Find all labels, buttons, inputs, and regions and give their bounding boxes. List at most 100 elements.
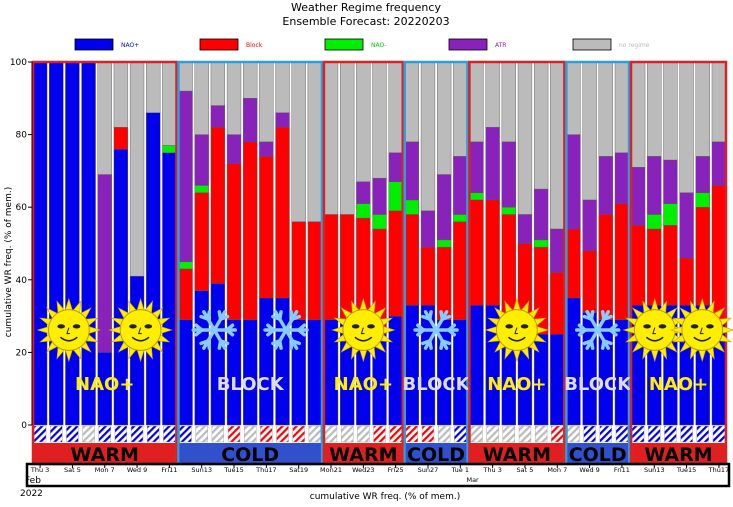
bar-segment [469, 192, 484, 201]
sun-icon [331, 297, 396, 363]
bar-segment [113, 127, 129, 150]
regime-marker [357, 425, 370, 443]
bar-segment [291, 221, 306, 320]
bar-segment [453, 156, 468, 215]
regime-marker [195, 425, 208, 443]
regime-marker [373, 425, 386, 443]
bar-segment [146, 61, 161, 114]
y-tick-label: 60 [16, 203, 28, 213]
x-tick-label: Mon 7 [95, 466, 115, 474]
legend-swatch [448, 38, 488, 51]
bar-segment [566, 61, 581, 135]
bar-segment [49, 61, 64, 426]
legend-swatch [572, 38, 612, 51]
x-month-label: Mar [466, 476, 479, 484]
bar-segment [533, 239, 549, 248]
legend-label: ATR [495, 42, 506, 49]
bar-segment [146, 112, 161, 426]
y-tick-label: 80 [16, 131, 28, 141]
bar-segment [711, 185, 727, 320]
regime-overlay-label: BLOCK [217, 374, 285, 395]
bar-segment [695, 192, 710, 208]
bar-segment [420, 210, 436, 248]
bar-segment [501, 206, 516, 215]
x-tick-label: Fri11 [161, 466, 177, 474]
bar-segment [210, 283, 226, 426]
y-tick-label: 0 [21, 421, 27, 431]
bar-segment [388, 315, 403, 426]
regime-period-label: WARM [71, 444, 139, 466]
regime-period-label: COLD [221, 444, 279, 466]
regime-marker [33, 425, 47, 443]
regime-marker [98, 425, 111, 443]
bar-segment [275, 61, 290, 114]
bar-segment [598, 61, 613, 157]
x-tick-label: Fri11 [614, 466, 630, 474]
regime-band [405, 443, 467, 463]
snowflake-icon [413, 310, 459, 350]
y-tick-label: 40 [16, 276, 28, 286]
bar-segment [275, 112, 290, 128]
bar-segment [469, 199, 484, 306]
bar-segment [32, 61, 48, 426]
bar-segment [162, 145, 177, 153]
legend-swatch [199, 38, 239, 51]
bar-segment [485, 127, 500, 201]
bar-segment [404, 305, 419, 426]
regime-marker [389, 425, 402, 443]
regime-band [179, 443, 321, 463]
regime-marker [405, 425, 418, 443]
bar-segment [550, 61, 565, 230]
bar-segment [485, 61, 500, 128]
regime-marker [276, 425, 289, 443]
regime-marker [260, 425, 273, 443]
bar-segment [178, 319, 193, 426]
regime-marker [421, 425, 435, 443]
bar-segment [453, 61, 468, 157]
bar-segment [469, 141, 484, 193]
x-tick-label: Tue 1 [451, 466, 469, 474]
regime-marker [130, 425, 144, 443]
bar-segment [517, 214, 533, 244]
snowflake-icon [574, 310, 621, 350]
bar-segment [178, 261, 193, 270]
bar-segment [663, 225, 678, 306]
regime-band [567, 443, 629, 463]
bar-segment [404, 141, 419, 201]
x-tick-label: Tue15 [223, 466, 243, 474]
regime-period-label: WARM [644, 444, 712, 466]
regime-marker [341, 425, 354, 443]
regime-marker [470, 425, 483, 443]
bar-segment [550, 334, 565, 426]
regime-period-label: WARM [483, 444, 551, 466]
bar-segment [388, 210, 403, 317]
bar-segment [437, 61, 452, 175]
bar-segment [614, 203, 630, 320]
x-tick-label: Fri25 [388, 466, 404, 474]
regime-marker [211, 425, 225, 443]
snowflake-icon [191, 310, 238, 350]
legend-swatch [324, 38, 364, 51]
regime-marker [486, 425, 499, 443]
regime-marker [147, 425, 160, 443]
regime-marker [454, 425, 467, 443]
regime-marker [664, 425, 677, 443]
bar-segment [485, 199, 500, 306]
x-tick-label: Wed23 [352, 466, 374, 474]
regime-marker [324, 425, 338, 443]
bar-segment [340, 61, 355, 215]
bar-segment [404, 214, 419, 306]
x-tick-label: Sun27 [418, 466, 439, 474]
y-tick-label: 20 [16, 348, 28, 358]
regime-marker [712, 425, 726, 443]
regime-marker [648, 425, 661, 443]
regime-marker [567, 425, 580, 443]
legend-label: NAO+ [121, 42, 139, 49]
bar-segment [517, 61, 533, 215]
regime-overlay-label: BLOCK [403, 374, 471, 395]
bar-segment [630, 61, 646, 168]
bar-segment [388, 152, 403, 182]
legend-label: no regime [619, 42, 650, 49]
bar-segment [275, 127, 290, 299]
